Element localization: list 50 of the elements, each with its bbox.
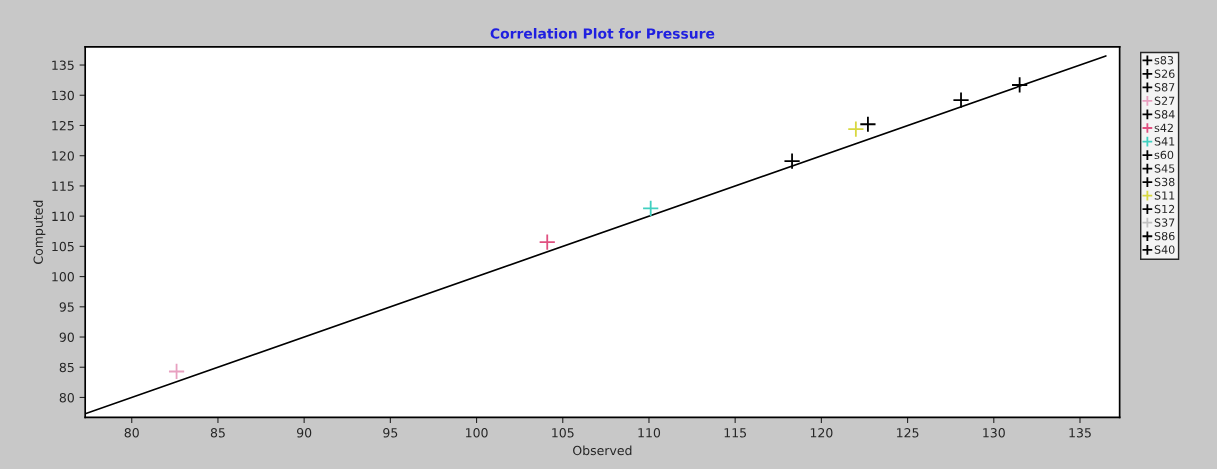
x-tick-label: 95: [383, 428, 398, 438]
point: [859, 115, 877, 133]
x-tick-label: 130: [983, 428, 1005, 438]
legend-label: S86: [1154, 231, 1175, 241]
point: [538, 233, 556, 251]
x-tick-label: 110: [638, 428, 661, 438]
legend-label: S26: [1154, 69, 1175, 78]
x-tick-label: 115: [724, 428, 747, 438]
legend-label: S41: [1154, 137, 1175, 146]
y-tick-label: 125: [52, 120, 74, 131]
legend-label: S37: [1154, 218, 1175, 227]
point: [642, 199, 660, 217]
y-tick-label: 85: [59, 362, 74, 373]
x-tick-label: 120: [810, 428, 833, 438]
x-tick-label: 85: [210, 428, 225, 438]
x-tick-label: 80: [124, 428, 139, 438]
y-tick-label: 95: [59, 302, 74, 312]
legend-label: s83: [1154, 55, 1174, 65]
y-tick-label: 100: [52, 272, 74, 282]
legend-label: S45: [1154, 164, 1175, 173]
legend-label: S40: [1154, 245, 1175, 254]
x-tick-label: 90: [296, 428, 312, 438]
legend-label: s42: [1154, 123, 1173, 133]
y-tick-label: 120: [52, 151, 74, 161]
y-tick-label: 110: [52, 211, 74, 222]
legend-label: S38: [1154, 177, 1175, 187]
y-tick-label: 130: [52, 90, 74, 101]
x-tick-label: 105: [552, 428, 574, 438]
point: [952, 91, 970, 109]
y-tick-label: 135: [52, 60, 74, 70]
legend-label: S12: [1154, 204, 1175, 214]
point: [783, 152, 801, 170]
chart-title: Correlation Plot for Pressure: [490, 28, 715, 39]
legend-label: S27: [1154, 96, 1175, 105]
point: [1011, 76, 1029, 94]
legend-label: S84: [1154, 110, 1175, 119]
legend-label: S87: [1154, 83, 1175, 92]
legend-label: S11: [1154, 191, 1175, 200]
x-tick-label: 135: [1069, 428, 1091, 438]
y-tick-label: 115: [52, 181, 74, 191]
y-axis-title: Computed: [33, 200, 46, 264]
y-tick-label: 90: [59, 332, 74, 342]
x-axis-title: Observed: [573, 445, 632, 456]
x-tick-label: 100: [466, 428, 488, 438]
x-tick-label: 125: [897, 428, 919, 438]
point: [847, 120, 865, 138]
y-tick-label: 105: [52, 241, 74, 252]
point: [168, 362, 186, 380]
legend-label: s60: [1154, 150, 1174, 160]
y-tick-label: 80: [59, 392, 74, 403]
